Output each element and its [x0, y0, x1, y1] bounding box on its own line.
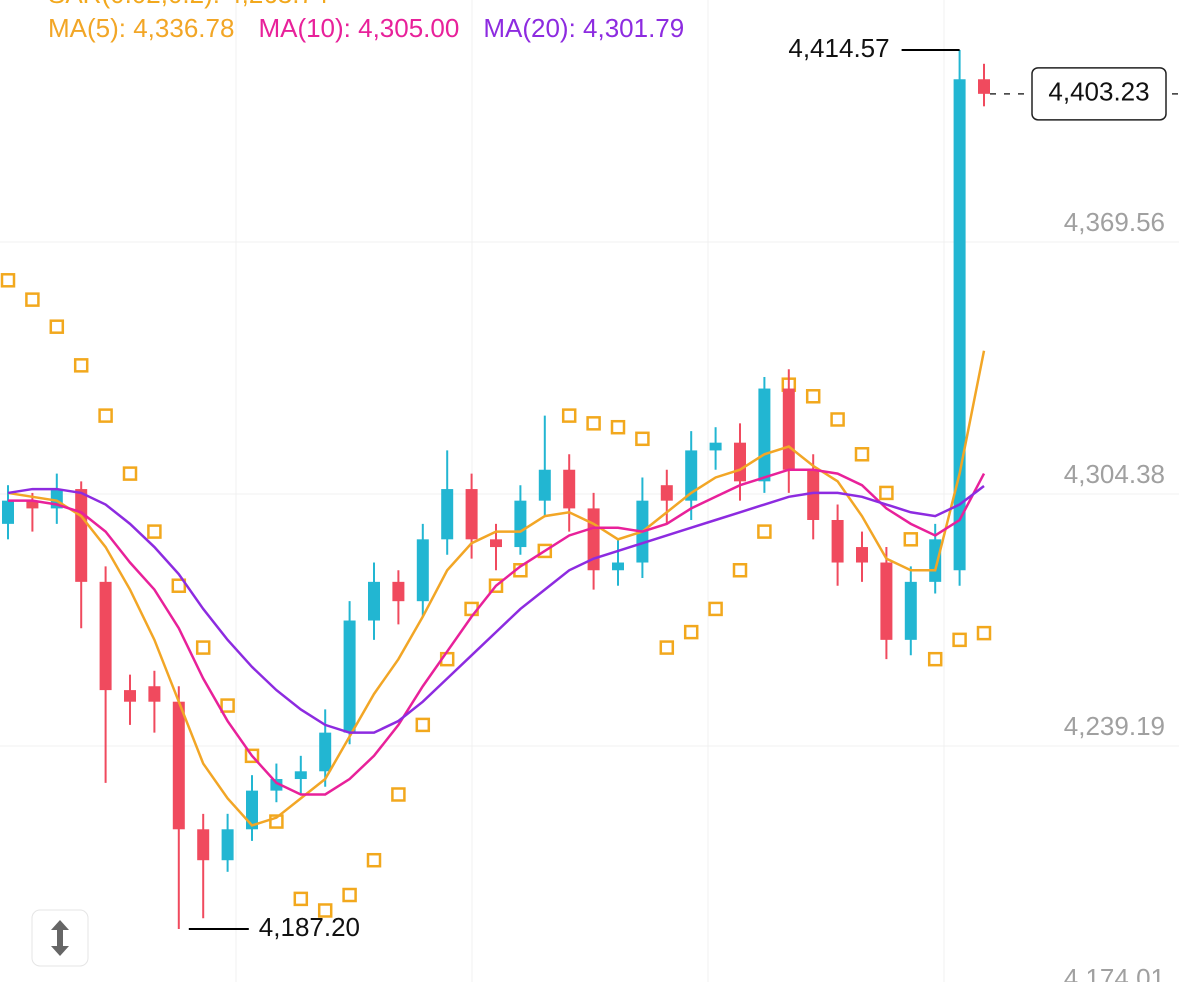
candle-body — [734, 442, 746, 482]
candle-body — [75, 489, 88, 582]
sar-point — [122, 466, 138, 481]
sar-point — [927, 651, 943, 667]
candle-body — [270, 779, 283, 791]
sar-point — [195, 640, 211, 655]
candle-body — [978, 79, 990, 94]
sar-point — [147, 524, 162, 539]
sar-point — [976, 625, 992, 641]
candle-body — [538, 469, 551, 501]
candle-body — [416, 539, 429, 602]
candle-body — [441, 489, 454, 540]
y-tick-label: 4,304.38 — [1064, 459, 1165, 489]
sar-point — [903, 532, 919, 547]
sar-point — [73, 358, 89, 373]
sar-point — [391, 787, 406, 802]
sar-point — [269, 814, 284, 829]
sar-point — [171, 578, 187, 593]
sar-point — [708, 601, 723, 617]
sar-point — [244, 748, 260, 764]
sar-point — [0, 273, 16, 288]
sar-point — [830, 412, 845, 427]
time-grid — [235, 0, 945, 982]
candle-body — [343, 620, 356, 733]
candle-body — [563, 469, 576, 509]
low-label: 4,187.20 — [259, 912, 360, 942]
candle-body — [831, 519, 844, 563]
candle-body — [221, 829, 234, 861]
ma-line — [8, 468, 986, 796]
sar-point — [561, 408, 577, 423]
candle-body — [246, 790, 258, 830]
candle-body — [172, 701, 185, 830]
sar-point — [537, 543, 553, 559]
sar-point — [879, 485, 894, 501]
sar-point — [854, 447, 870, 462]
candle-body — [392, 581, 405, 602]
candle-body — [685, 450, 698, 501]
candle-body — [99, 581, 112, 691]
high-label: 4,414.57 — [788, 33, 889, 63]
candle-body — [782, 388, 795, 470]
candle-body — [2, 500, 14, 524]
y-tick-label: 4,174.01 — [1064, 963, 1165, 982]
candle-body — [929, 539, 942, 582]
candle-body — [197, 829, 210, 861]
legend-entry: MA(20): 4,301.79 — [483, 13, 684, 43]
candle-body — [612, 562, 624, 571]
y-tick-label: 4,369.56 — [1064, 207, 1165, 237]
y-tick-label: 4,239.19 — [1064, 711, 1165, 741]
sar-label: SAR(0.02,0.2): 4,263.74 — [48, 0, 328, 9]
last-price-label: 4,403.23 — [1048, 77, 1149, 107]
sar-point — [610, 419, 626, 435]
candle-body — [319, 732, 332, 772]
candle-body — [294, 771, 307, 780]
legend-entry: MA(5): 4,336.78 — [48, 13, 234, 43]
candle-body — [856, 547, 868, 563]
sar-point — [757, 524, 772, 539]
candle-body — [880, 562, 893, 640]
candle-body — [368, 581, 380, 621]
sar-point — [317, 903, 333, 918]
candle-body — [587, 508, 600, 571]
sar-point — [683, 624, 699, 640]
sar-point — [220, 698, 235, 713]
sar-point — [366, 852, 382, 868]
sar-point — [635, 431, 650, 447]
candle-body — [465, 489, 478, 540]
ma-line — [7, 485, 985, 734]
sar-point — [342, 887, 357, 903]
candle-body — [758, 388, 771, 482]
candle-body — [953, 79, 966, 571]
candle-body — [514, 500, 527, 548]
sar-point — [805, 389, 821, 404]
last-price-box — [1031, 67, 1167, 121]
sar-point — [49, 319, 65, 334]
sar-point — [293, 891, 309, 907]
sar-point — [25, 292, 40, 307]
candle-body — [490, 539, 502, 548]
candle-body — [124, 690, 136, 702]
legend-entry: MA(10): 4,305.00 — [258, 13, 459, 43]
scroll-button[interactable] — [31, 909, 89, 967]
sar-point — [659, 640, 675, 655]
candle-body — [904, 581, 917, 640]
sar-point — [488, 578, 504, 593]
sar-point — [98, 408, 113, 423]
candle-body — [26, 500, 39, 509]
sar-point — [415, 717, 431, 733]
sar-point — [952, 632, 967, 648]
candle-body — [709, 442, 722, 451]
candle-body — [660, 485, 673, 501]
candle-body — [807, 469, 820, 520]
button-icon — [51, 920, 69, 956]
candle-body — [148, 686, 161, 702]
sar-point — [732, 563, 748, 578]
legend: MA(5): 4,336.78 MA(10): 4,305.00 MA(20): 4… — [48, 13, 684, 43]
sar-point — [586, 416, 601, 431]
